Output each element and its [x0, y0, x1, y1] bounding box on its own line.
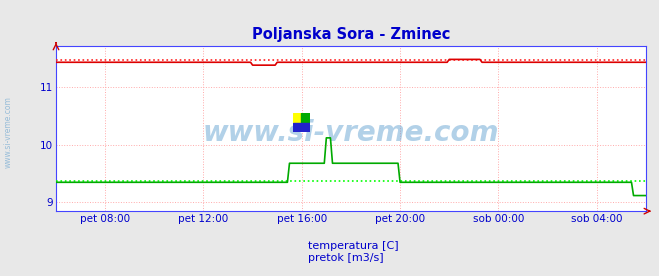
Text: www.si-vreme.com: www.si-vreme.com	[3, 97, 13, 168]
Bar	[293, 123, 302, 132]
Bar	[293, 113, 302, 123]
Bar	[302, 113, 310, 123]
Text: temperatura [C]: temperatura [C]	[308, 241, 399, 251]
Text: pretok [m3/s]: pretok [m3/s]	[308, 253, 384, 263]
Title: Poljanska Sora - Zminec: Poljanska Sora - Zminec	[252, 26, 450, 42]
Text: www.si-vreme.com: www.si-vreme.com	[203, 119, 499, 147]
Bar	[302, 123, 310, 132]
